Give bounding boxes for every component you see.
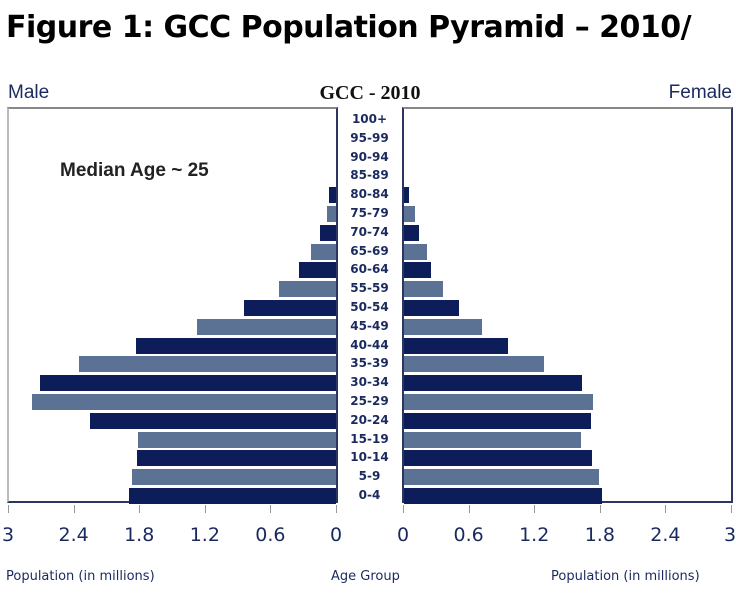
age-group-label: 95-99 <box>350 130 389 145</box>
female-tick-label: 1.2 <box>519 524 550 546</box>
female-tick-mark <box>534 505 536 513</box>
female-bar <box>404 243 427 260</box>
age-group-label: 25-29 <box>350 394 389 408</box>
age-group-label: 100+ <box>351 112 388 126</box>
female-bar <box>404 431 582 448</box>
female-bar <box>404 450 593 467</box>
female-tick-label: 2.4 <box>650 524 681 546</box>
male-tick-label: 0 <box>329 524 343 546</box>
age-group-label: 35-39 <box>350 356 389 371</box>
x-axis-label-center: Age Group <box>331 569 400 584</box>
age-group-label: 60-64 <box>350 262 389 277</box>
male-bar <box>129 488 336 504</box>
male-tick-mark <box>73 505 75 513</box>
age-group-label: 70-74 <box>350 224 389 239</box>
female-bar <box>404 412 591 429</box>
female-bar <box>404 318 482 335</box>
age-group-label: 65-69 <box>350 243 389 258</box>
age-group-label: 20-24 <box>350 412 389 427</box>
female-bar <box>404 469 599 486</box>
male-tick-mark <box>8 505 9 513</box>
female-label: Female <box>668 82 732 103</box>
male-bar <box>137 450 336 467</box>
female-tick-label: 1.8 <box>584 524 615 546</box>
male-tick-label: 1.8 <box>124 524 155 546</box>
male-bar <box>131 469 336 486</box>
female-bar <box>404 337 508 354</box>
female-bar <box>404 262 432 279</box>
age-group-label: 80-84 <box>350 187 389 202</box>
age-group-label: 30-34 <box>350 375 389 390</box>
male-bar <box>327 206 336 222</box>
male-bar <box>79 356 336 373</box>
age-group-label: 5-9 <box>358 469 381 484</box>
median-age-annotation: Median Age ~ 25 <box>60 160 209 181</box>
male-bar <box>298 262 336 279</box>
x-axis-label-left: Population (in millions) <box>6 569 155 584</box>
female-bar <box>404 187 410 204</box>
chart-title: GCC - 2010 <box>319 82 421 104</box>
female-bar <box>404 206 415 222</box>
female-bar <box>404 356 544 373</box>
male-bar <box>279 281 336 298</box>
age-group-label: 40-44 <box>350 337 389 352</box>
female-bar <box>404 300 459 316</box>
figure-title: Figure 1: GCC Population Pyramid – 2010/ <box>6 10 692 45</box>
male-tick-mark <box>139 505 141 513</box>
male-bar <box>138 431 336 448</box>
male-bar <box>244 300 336 316</box>
male-bar <box>329 187 336 204</box>
male-tick-label: 0.6 <box>255 524 286 546</box>
female-tick-mark <box>599 505 601 513</box>
male-label: Male <box>8 82 50 103</box>
age-group-label: 10-14 <box>350 450 389 465</box>
female-bar <box>404 488 602 504</box>
age-group-label: 45-49 <box>350 318 389 333</box>
female-bar <box>404 224 420 241</box>
female-bar <box>404 281 444 298</box>
male-bar <box>310 243 336 260</box>
male-tick-mark <box>204 505 206 513</box>
age-group-label: 15-19 <box>350 431 389 446</box>
age-group-label: 85-89 <box>350 168 389 183</box>
age-group-label: 50-54 <box>350 300 389 314</box>
female-tick-mark <box>403 505 404 513</box>
male-bar <box>135 337 336 354</box>
female-tick-mark <box>731 505 732 513</box>
male-bar <box>197 318 336 335</box>
female-tick-mark <box>468 505 470 513</box>
male-tick-label: 1.2 <box>189 524 220 546</box>
male-tick-label: 3 <box>1 524 15 546</box>
female-bar <box>404 375 583 392</box>
age-group-label: 90-94 <box>350 149 389 164</box>
male-tick-label: 2.4 <box>58 524 89 546</box>
male-tick-mark <box>270 505 272 513</box>
male-bar <box>32 394 336 410</box>
male-bar <box>319 224 336 241</box>
female-tick-label: 3 <box>723 524 736 546</box>
female-bar <box>404 394 594 410</box>
female-tick-label: 0 <box>396 524 410 546</box>
male-tick-mark <box>336 505 337 513</box>
male-bar <box>39 375 336 392</box>
age-group-label: 75-79 <box>350 206 389 220</box>
age-group-label: 55-59 <box>350 281 389 296</box>
x-axis-label-right: Population (in millions) <box>551 569 700 584</box>
male-bar <box>90 412 336 429</box>
female-tick-label: 0.6 <box>453 524 484 546</box>
age-group-label: 0-4 <box>358 488 381 502</box>
female-tick-mark <box>665 505 667 513</box>
